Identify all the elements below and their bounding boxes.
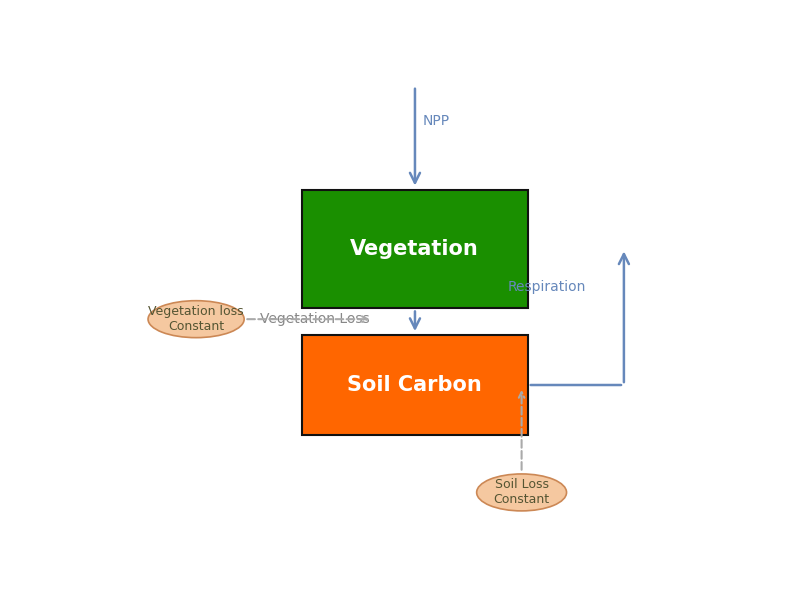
Text: Respiration: Respiration (507, 280, 586, 294)
Text: Soil Carbon: Soil Carbon (347, 375, 482, 395)
Text: Soil Loss
Constant: Soil Loss Constant (494, 478, 550, 506)
Ellipse shape (148, 301, 244, 338)
Text: NPP: NPP (422, 113, 450, 128)
Text: Vegetation: Vegetation (350, 239, 479, 259)
Text: Vegetation Loss: Vegetation Loss (260, 312, 370, 326)
FancyBboxPatch shape (302, 335, 528, 434)
Text: Vegetation loss
Constant: Vegetation loss Constant (148, 305, 244, 333)
FancyBboxPatch shape (302, 190, 528, 308)
Ellipse shape (477, 474, 566, 511)
